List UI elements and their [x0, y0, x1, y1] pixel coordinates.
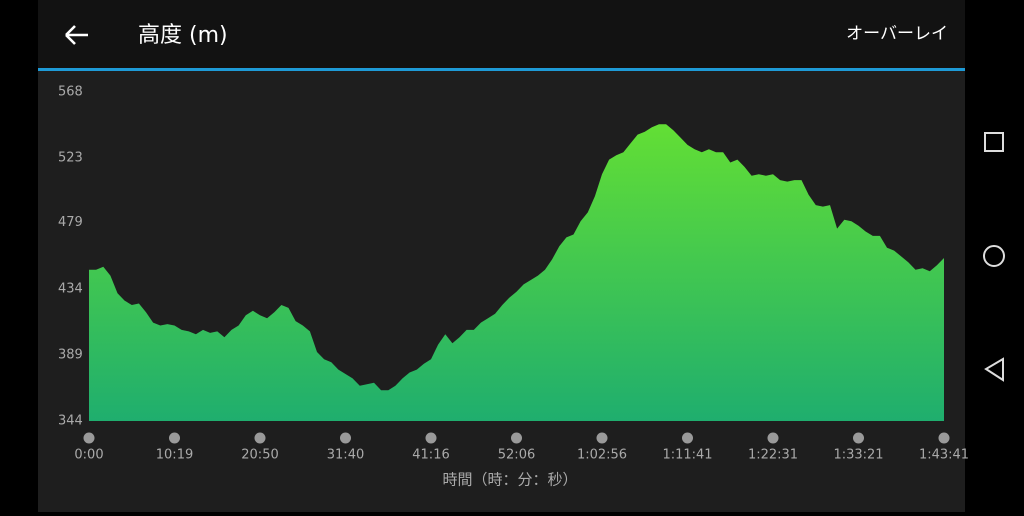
x-tick-label: 1:11:41	[662, 448, 712, 463]
app-bar-divider	[38, 68, 965, 71]
x-tick-label: 1:43:41	[919, 448, 969, 463]
y-tick-label: 389	[58, 347, 83, 362]
y-tick-label: 523	[58, 151, 83, 166]
y-tick-label: 344	[58, 414, 83, 429]
x-tick-dot	[682, 432, 693, 444]
nav-recent[interactable]	[984, 132, 1004, 152]
x-tick-dot	[340, 432, 351, 444]
x-tick-dot	[853, 432, 864, 444]
x-tick-dot	[511, 432, 522, 444]
x-tick-label: 41:16	[412, 448, 449, 463]
nav-home[interactable]	[983, 245, 1005, 267]
nav-back[interactable]	[984, 357, 1004, 382]
x-tick-label: 1:22:31	[748, 448, 798, 463]
x-tick-label: 1:33:21	[833, 448, 883, 463]
chart: 344 389 434 479 523 568 0:00 10:19 20:50 31:40 41:…	[58, 85, 969, 463]
x-tick-label: 10:19	[156, 448, 193, 463]
x-tick-label: 1:02:56	[577, 448, 627, 463]
x-tick-dot	[254, 432, 266, 444]
back-button[interactable]	[65, 25, 88, 45]
page-title: 高度 (m)	[138, 23, 228, 48]
app-bar	[38, 0, 965, 68]
y-tick-label: 479	[58, 215, 83, 230]
y-tick-label: 568	[58, 85, 83, 100]
x-tick-label: 0:00	[74, 448, 103, 463]
x-tick-dot	[83, 432, 95, 444]
x-tick-label: 52:06	[498, 448, 535, 463]
y-tick-label: 434	[58, 281, 83, 296]
x-tick-label: 20:50	[241, 448, 278, 463]
x-tick-dot	[767, 432, 779, 444]
elevation-area	[89, 124, 944, 422]
x-tick-dot	[938, 432, 950, 444]
x-axis-title: 時間（時：分：秒）	[442, 471, 577, 489]
x-tick-dot	[596, 432, 608, 444]
x-tick-dot	[169, 432, 180, 444]
overlay-button[interactable]: オーバーレイ	[846, 24, 948, 44]
x-tick-label: 31:40	[327, 448, 364, 463]
x-tick-dot	[425, 432, 437, 444]
